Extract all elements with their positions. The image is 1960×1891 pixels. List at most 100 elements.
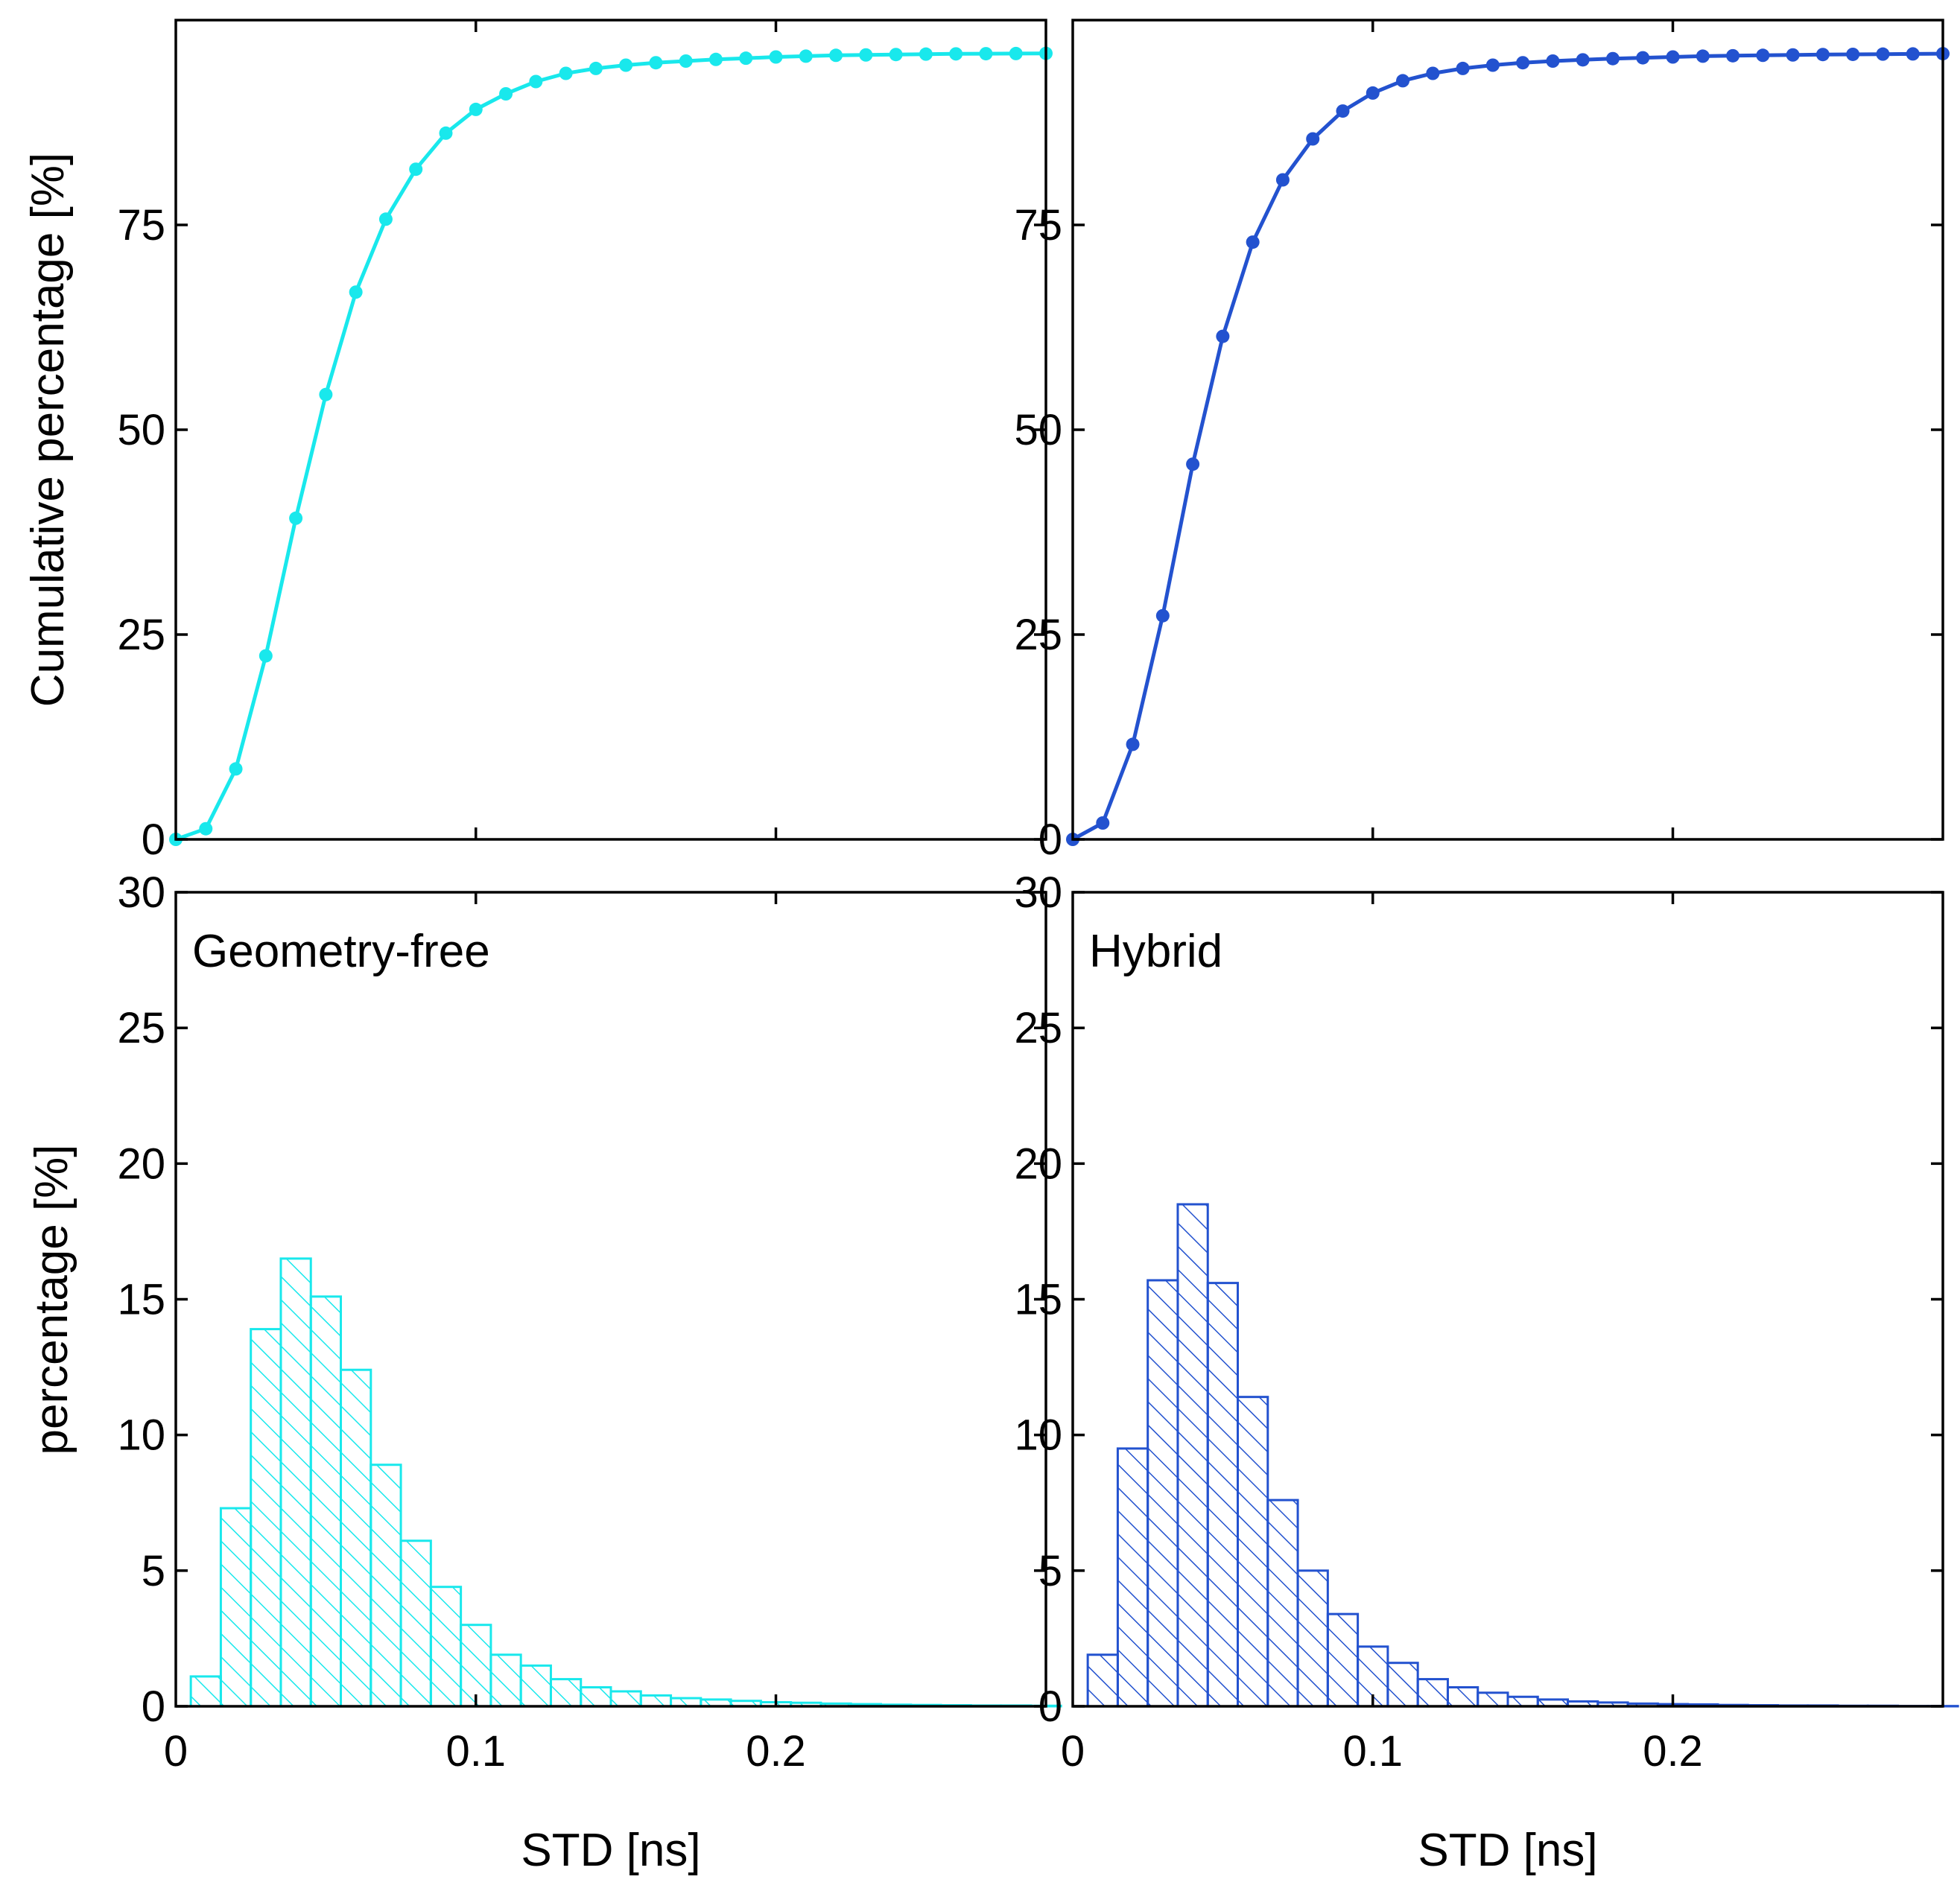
cdf-geometry-free-panel: 0 25 50 75 Cumulative percentage [%] <box>22 19 1053 864</box>
ytick-label: 25 <box>1014 1004 1062 1052</box>
cdf-point <box>559 66 573 80</box>
histogram-bar <box>639 1694 673 1708</box>
histogram-bar <box>219 1507 253 1708</box>
cdf-point <box>589 61 603 75</box>
cdf-geometry-free-axes: 0 25 50 75 <box>117 20 1046 864</box>
ytick-label: 30 <box>1014 868 1062 917</box>
cdf-geometry-free-series <box>169 46 1053 846</box>
cdf-point <box>1336 104 1350 118</box>
xtick-label: 0.2 <box>1643 1727 1703 1776</box>
cdf-point <box>1485 58 1500 72</box>
ytick-label: 25 <box>117 1004 165 1052</box>
cdf-point <box>1516 56 1530 70</box>
ytick-label: 25 <box>1014 611 1062 659</box>
histogram-bar <box>1477 1691 1509 1708</box>
ytick-label: 0 <box>142 816 165 864</box>
cdf-line <box>1071 51 1944 842</box>
cdf-point <box>1096 816 1110 830</box>
xtick-label: 0 <box>164 1727 188 1776</box>
xtick-label: 0.1 <box>1342 1727 1403 1776</box>
cdf-hybrid-panel: 0 25 50 75 <box>1014 19 1950 864</box>
cdf-point <box>289 511 303 525</box>
cdf-point <box>799 49 813 63</box>
histogram-bar <box>309 1295 343 1708</box>
cdf-point <box>1636 51 1650 65</box>
cdf-point <box>829 48 843 63</box>
cdf-point <box>979 47 993 61</box>
cdf-point <box>499 87 513 101</box>
histogram-bar <box>460 1624 492 1708</box>
hist-hybrid-panel: 0 5 10 15 20 25 30 0 0.1 0.2 Hybrid STD [ns] <box>1014 868 1959 1876</box>
histogram-bar <box>1296 1569 1329 1708</box>
xtick-label: 0.1 <box>445 1727 506 1776</box>
histogram-bar <box>1326 1612 1360 1708</box>
hist-geometry-free-bars <box>176 1257 1062 1708</box>
cdf-point <box>649 56 663 70</box>
histogram-bar <box>1506 1695 1539 1708</box>
cdf-point <box>1605 51 1620 66</box>
histogram-bar <box>1116 1447 1149 1708</box>
ytick-label: 75 <box>1014 201 1062 250</box>
histogram-bar <box>250 1328 282 1708</box>
hist-hybrid-bars <box>1073 1203 1959 1708</box>
geometry-free-label: Geometry-free <box>192 926 490 977</box>
cdf-point <box>1155 608 1170 623</box>
histogram-bar <box>580 1685 612 1708</box>
cdf-point <box>529 74 543 89</box>
cdf-point <box>229 762 243 776</box>
histogram-bar <box>1237 1396 1269 1708</box>
histogram-bar <box>399 1539 432 1708</box>
xtick-label: 0.2 <box>746 1727 806 1776</box>
cdf-point <box>1786 48 1800 62</box>
cdf-point <box>319 387 333 401</box>
ytick-label: 0 <box>1038 1682 1062 1731</box>
cdf-hybrid-frame <box>1071 19 1944 841</box>
ytick-label: 50 <box>1014 406 1062 454</box>
cdf-point <box>1126 737 1140 751</box>
histogram-bar <box>519 1664 552 1708</box>
histogram-bar <box>189 1675 222 1708</box>
hist-hybrid-xlabel: STD [ns] <box>1418 1825 1597 1876</box>
cdf-point <box>739 51 753 66</box>
cdf-point <box>1726 48 1740 63</box>
cdf-point <box>1456 61 1470 75</box>
cdf-point <box>1846 47 1860 61</box>
hybrid-label: Hybrid <box>1089 926 1222 977</box>
cdf-point <box>1876 47 1890 61</box>
cdf-point <box>1576 53 1590 67</box>
histogram-bar <box>429 1586 463 1708</box>
cdf-point <box>1009 46 1023 60</box>
histogram-bar <box>609 1690 642 1708</box>
cdf-point <box>769 50 783 64</box>
cdf-point <box>919 47 933 61</box>
xtick-label: 0 <box>1061 1727 1085 1776</box>
ytick-label: 20 <box>117 1140 165 1188</box>
ytick-label: 50 <box>117 406 165 454</box>
cdf-point <box>199 821 213 836</box>
ytick-label: 0 <box>1038 816 1062 864</box>
ytick-label: 0 <box>142 1682 165 1731</box>
cdf-point <box>679 54 693 68</box>
hist-hybrid-axes: 0 5 10 15 20 25 30 0 0.1 0.2 <box>1014 868 1943 1776</box>
cdf-point <box>409 162 423 177</box>
cdf-point <box>1216 329 1230 343</box>
cdf-point <box>1666 50 1680 64</box>
cdf-point <box>859 48 873 62</box>
cdf-hybrid-series <box>1066 47 1950 846</box>
ytick-label: 10 <box>117 1411 165 1460</box>
hist-hybrid-frame <box>1071 891 1944 1708</box>
cdf-point <box>378 212 393 226</box>
histogram-bar <box>1086 1653 1119 1708</box>
cdf-point <box>708 52 723 66</box>
cdf-geometry-free-frame <box>174 19 1047 841</box>
histogram-bar <box>1176 1203 1209 1708</box>
ytick-label: 75 <box>117 201 165 250</box>
cdf-point <box>889 48 903 62</box>
cdf-point <box>439 126 453 140</box>
hist-geometry-free-axes: 0 5 10 15 20 25 30 0 0.1 0.2 <box>117 868 1046 1776</box>
cdf-point <box>1815 48 1830 62</box>
cdf-ylabel: Cumulative percentage [%] <box>22 153 74 707</box>
cdf-line <box>175 51 1047 842</box>
histogram-bar <box>1386 1662 1419 1708</box>
